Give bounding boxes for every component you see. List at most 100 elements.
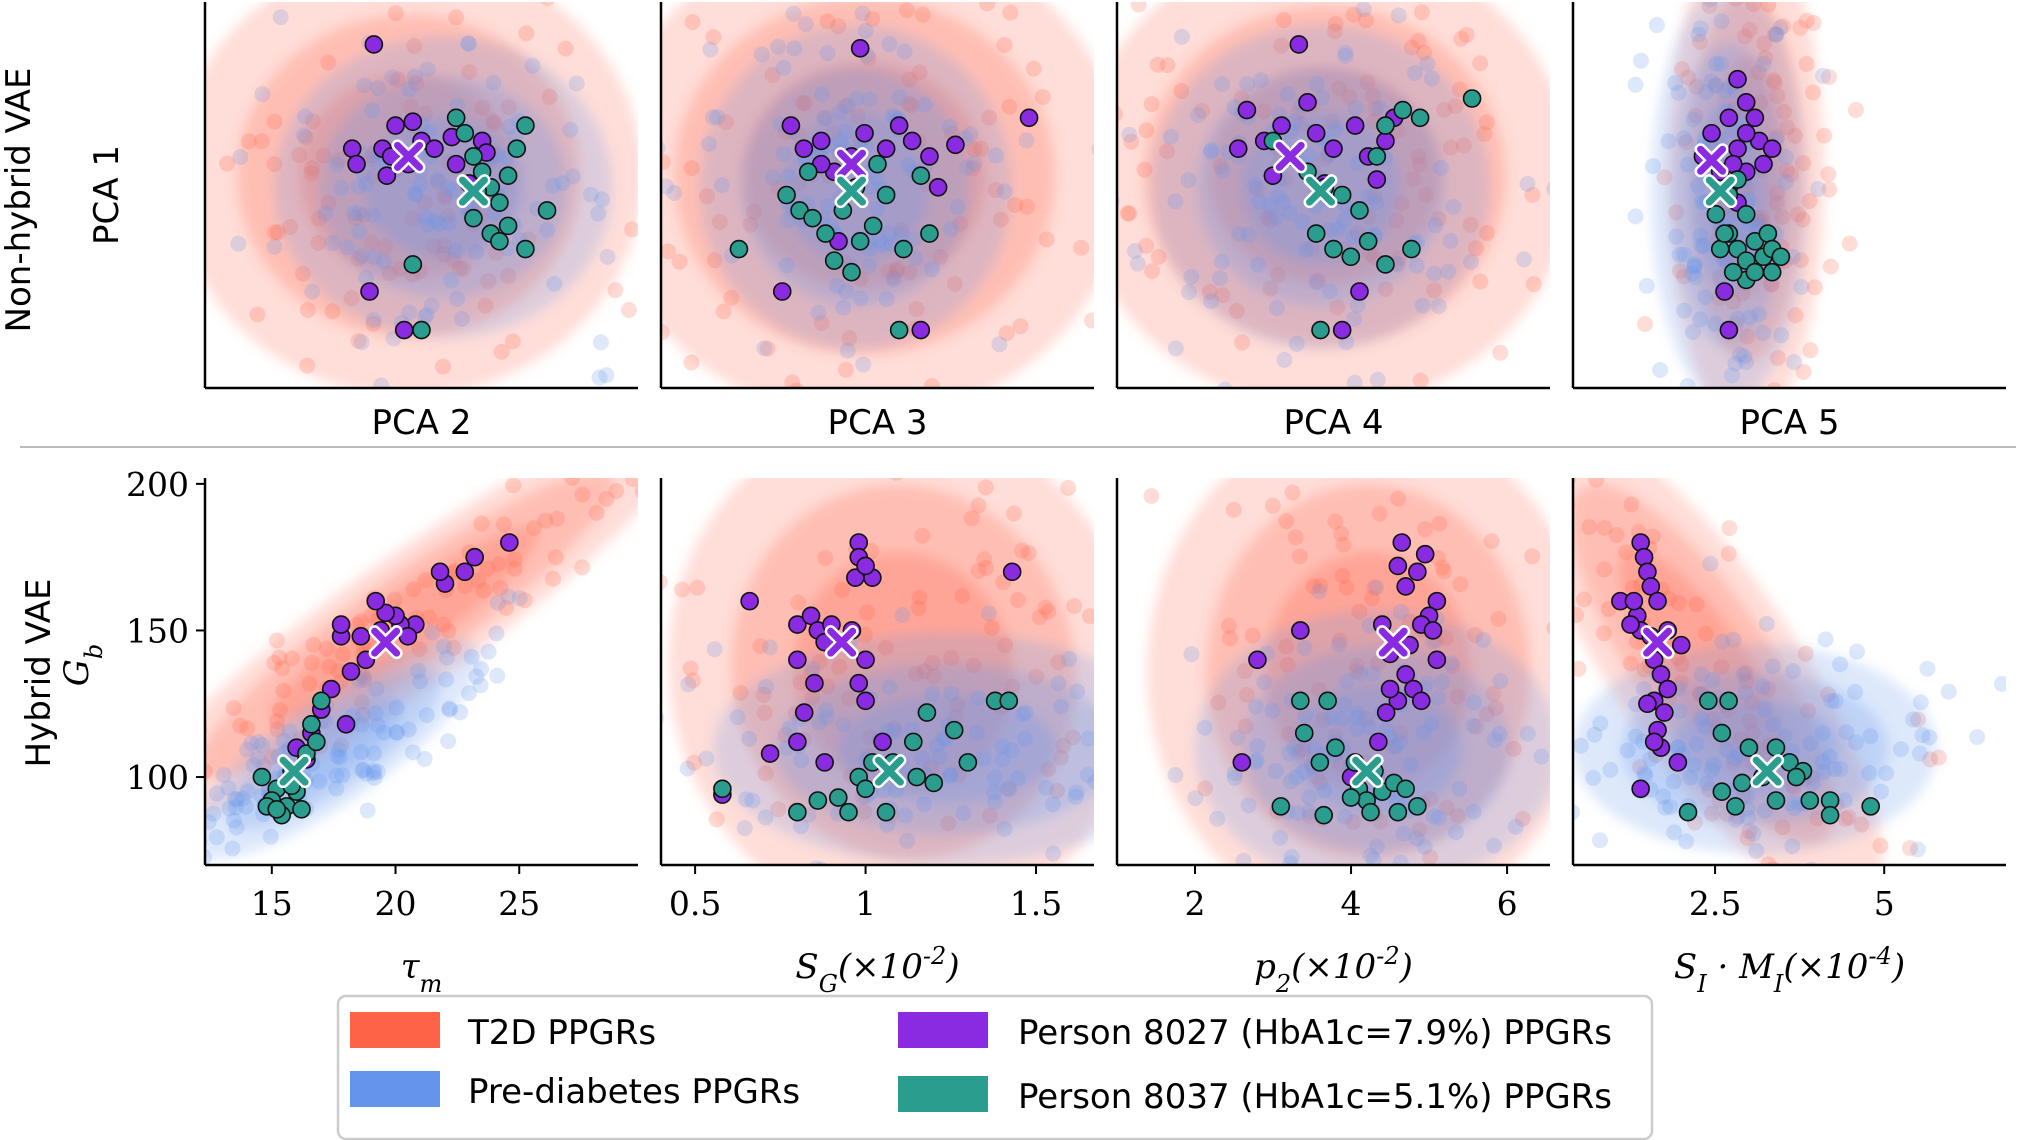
prediabetes-point [1251, 193, 1268, 210]
prediabetes-point [568, 75, 585, 92]
prediabetes-point [1836, 792, 1853, 809]
prediabetes-point [810, 304, 827, 321]
t2d-point [1802, 342, 1819, 359]
prediabetes-point [472, 677, 489, 694]
prediabetes-point [353, 744, 370, 761]
prediabetes-point [239, 741, 256, 758]
prediabetes-point [328, 780, 345, 797]
person8037-point [808, 791, 828, 810]
t2d-point [1300, 885, 1316, 901]
prediabetes-point [1848, 643, 1865, 660]
prediabetes-point [986, 769, 1003, 786]
prediabetes-point [411, 673, 428, 690]
person8027-point [1702, 123, 1721, 143]
t2d-point [1457, 389, 1473, 405]
t2d-point [1338, 579, 1355, 596]
prediabetes-point [1592, 715, 1609, 732]
prediabetes-point [427, 213, 444, 230]
prediabetes-point [793, 752, 810, 769]
person8027-point [873, 732, 892, 752]
person8027-point [1631, 779, 1650, 799]
prediabetes-point [775, 59, 792, 76]
t2d-point [1608, 526, 1625, 543]
prediabetes-point [440, 215, 457, 232]
person8027-point [381, 147, 401, 166]
t2d-point [834, 582, 851, 599]
t2d-point [90, 760, 106, 776]
prediabetes-point [333, 179, 350, 196]
person8027-point [815, 632, 834, 652]
prediabetes-point [1287, 113, 1304, 130]
prediabetes-point [1345, 229, 1362, 246]
t2d-point [1670, 595, 1687, 612]
t2d-point [996, 36, 1013, 53]
prediabetes-point [1425, 808, 1442, 825]
prediabetes-point [296, 108, 313, 125]
person8037-point [828, 788, 848, 807]
prediabetes-point [698, 750, 715, 767]
prediabetes-point [365, 762, 382, 779]
t2d-point [1453, 30, 1470, 47]
prediabetes-point [400, 721, 417, 738]
t2d-point [1366, 579, 1383, 596]
prediabetes-point [364, 102, 381, 119]
prediabetes-point [1993, 675, 2006, 692]
prediabetes-point [452, 704, 469, 721]
prediabetes-point [225, 812, 242, 829]
person8037-point [1771, 247, 1791, 267]
prediabetes-point [1009, 770, 1026, 787]
person8037-point [1820, 805, 1840, 825]
x-tick-label: 6 [1497, 884, 1518, 923]
prediabetes-point [1585, 769, 1602, 786]
prediabetes-point [445, 182, 462, 199]
prediabetes-point [358, 765, 375, 782]
prediabetes-point [1288, 335, 1305, 352]
prediabetes-point [804, 661, 821, 678]
person8027-point [1396, 577, 1415, 596]
t2d-point [1012, 318, 1029, 335]
prediabetes-point [1533, 748, 1550, 765]
t2d-point [264, 483, 280, 499]
person8037-point [1311, 320, 1330, 340]
prediabetes-point [912, 868, 928, 884]
prediabetes-point [1823, 692, 1840, 709]
person8027-point [1644, 732, 1664, 752]
prediabetes-point [447, 242, 464, 259]
prediabetes-point [1940, 683, 1957, 700]
person8027-point [455, 562, 475, 582]
panel-7: 2 4 6 p2(×10-2) [1115, 389, 1550, 998]
prediabetes-point [1362, 847, 1379, 864]
prediabetes-point [980, 605, 997, 622]
prediabetes-point [1708, 55, 1725, 72]
prediabetes-point [893, 226, 910, 243]
prediabetes-point [1152, 806, 1168, 822]
person8037-point [1388, 802, 1408, 822]
t2d-point [1312, 577, 1329, 594]
prediabetes-point [808, 860, 824, 865]
prediabetes-point [916, 96, 933, 113]
prediabetes-point [832, 132, 849, 149]
prediabetes-point [1016, 730, 1033, 747]
person8027-point [1248, 650, 1267, 670]
prediabetes-point [438, 671, 455, 688]
prediabetes-point [111, 830, 127, 846]
prediabetes-point [1297, 707, 1314, 724]
prediabetes-point [881, 679, 898, 696]
prediabetes-point [1627, 76, 1644, 93]
person8027-point [1306, 123, 1326, 143]
prediabetes-point [376, 253, 393, 270]
prediabetes-point [500, 118, 517, 135]
t2d-point [1524, 186, 1541, 203]
prediabetes-point [1676, 246, 1693, 263]
t2d-point [1335, 536, 1352, 553]
prediabetes-point [1316, 782, 1333, 799]
person8037-point [889, 320, 909, 340]
prediabetes-point [311, 773, 328, 790]
t2d-point [1549, 415, 1565, 431]
person8037-point [1732, 773, 1752, 793]
prediabetes-point [1676, 130, 1693, 147]
prediabetes-point [757, 809, 774, 826]
t2d-point [1284, 484, 1301, 501]
prediabetes-point [1336, 212, 1353, 229]
t2d-point [819, 13, 836, 30]
